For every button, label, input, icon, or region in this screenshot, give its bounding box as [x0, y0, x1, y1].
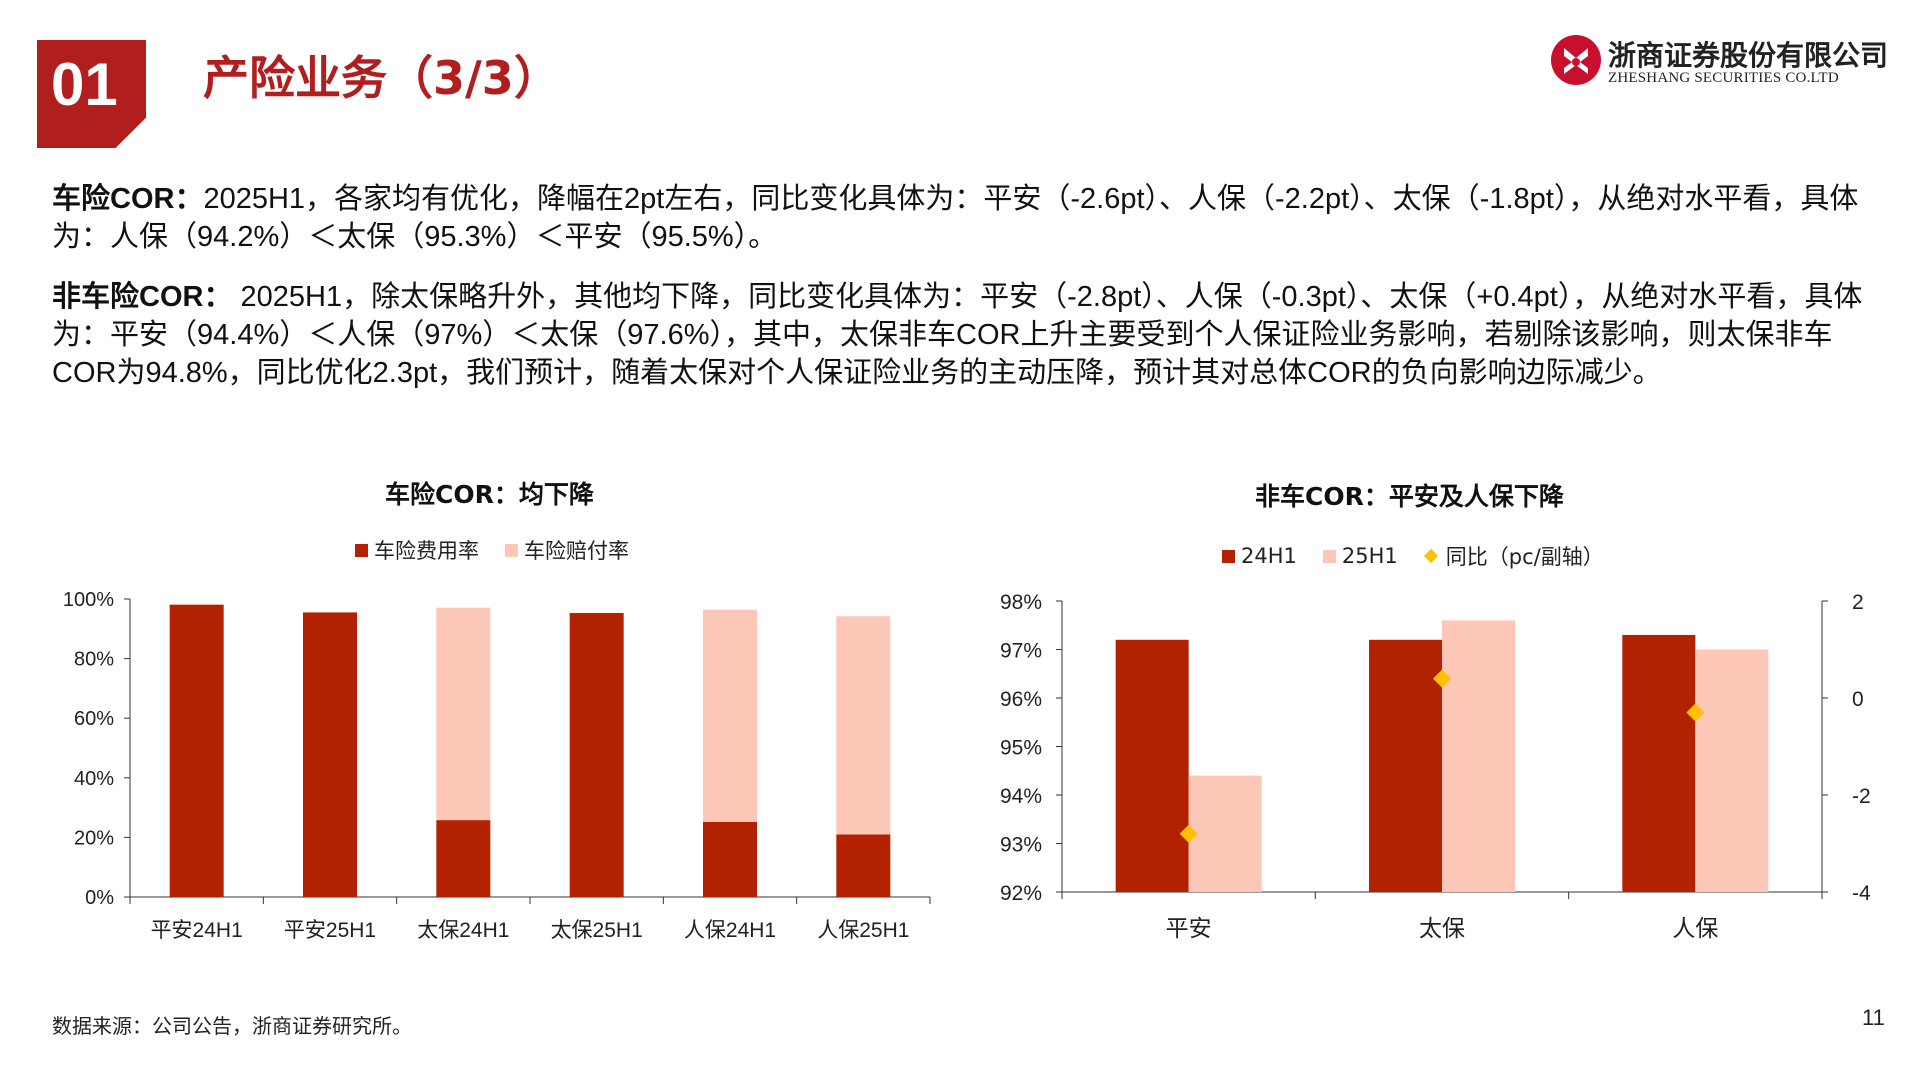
y-tick-label: 100% — [63, 589, 114, 611]
bar — [169, 604, 224, 897]
bar — [1442, 620, 1515, 892]
bar — [703, 821, 757, 897]
legend-label: 25H1 — [1341, 544, 1398, 568]
y-tick-label: 94% — [1000, 785, 1042, 808]
x-tick-label: 平安25H1 — [284, 919, 376, 942]
page-title: 产险业务（3/3） — [203, 51, 560, 105]
bar — [436, 820, 491, 897]
y-tick-label: 93% — [1000, 834, 1042, 857]
legend-swatch — [1322, 549, 1336, 563]
chart1-title: 车险COR：均下降 — [385, 480, 594, 509]
legend-item: 24H1 — [1222, 544, 1297, 568]
y-tick-label: 20% — [74, 827, 114, 849]
logo-name-cn: 浙商证券股份有限公司 — [1608, 39, 1889, 72]
y2-tick-label: 2 — [1852, 591, 1864, 614]
bar — [436, 607, 491, 821]
paragraph-label: 非车险COR： — [52, 281, 233, 313]
y2-tick-label: 0 — [1852, 688, 1864, 711]
legend-item: 车险费用率 — [355, 535, 479, 565]
x-tick-label: 人保24H1 — [684, 919, 776, 942]
legend-label: 车险费用率 — [374, 539, 479, 563]
chart2-title: 非车COR：平安及人保下降 — [1255, 482, 1564, 511]
y-tick-label: 97% — [1000, 640, 1042, 663]
scatter-point — [1686, 703, 1705, 722]
y-tick-label: 0% — [85, 887, 114, 909]
legend-diamond-icon — [1423, 548, 1438, 564]
legend-label: 24H1 — [1241, 544, 1297, 568]
x-tick-label: 太保 — [1419, 915, 1465, 941]
scatter-point — [1179, 824, 1198, 843]
legend-label: 车险赔付率 — [524, 539, 629, 563]
bar — [1695, 649, 1769, 892]
x-tick-label: 太保24H1 — [417, 919, 509, 942]
x-tick-label: 太保25H1 — [551, 919, 643, 942]
y-tick-label: 95% — [1000, 737, 1042, 760]
legend-label: 同比（pc/副轴） — [1445, 545, 1604, 569]
legend-swatch — [1222, 549, 1235, 563]
paragraph-auto-cor: 车险COR：2025H1，各家均有优化，降幅在2pt左右，同比变化具体为：平安（… — [52, 180, 1872, 256]
bar — [703, 609, 757, 822]
legend-item: 同比（pc/副轴） — [1423, 541, 1604, 571]
bar — [1369, 639, 1442, 892]
bar — [1188, 775, 1262, 892]
bar — [1115, 639, 1189, 892]
logo-name-en: ZHESHANG SECURITIES CO.LTD — [1608, 70, 1839, 86]
y2-tick-label: -2 — [1852, 785, 1871, 808]
legend-swatch — [355, 543, 368, 557]
x-tick-label: 平安 — [1166, 915, 1212, 941]
x-tick-label: 平安24H1 — [151, 919, 243, 942]
scatter-point — [1433, 669, 1451, 688]
y2-tick-label: -4 — [1852, 882, 1871, 905]
y-tick-label: 60% — [74, 708, 114, 730]
paragraph-text: 2025H1，除太保略升外，其他均下降，同比变化具体为：平安（-2.8pt）、人… — [52, 281, 1863, 389]
section-badge: 01 — [37, 40, 146, 148]
paragraph-nonauto-cor: 非车险COR： 2025H1，除太保略升外，其他均下降，同比变化具体为：平安（-… — [52, 278, 1872, 392]
y-tick-label: 96% — [1000, 688, 1042, 711]
bar — [569, 613, 624, 897]
bar — [1622, 634, 1696, 892]
chart1-legend: 车险费用率 车险赔付率 — [355, 535, 655, 565]
paragraph-label: 车险COR： — [52, 183, 204, 215]
y-tick-label: 92% — [1000, 882, 1042, 905]
paragraph-text: 2025H1，各家均有优化，降幅在2pt左右，同比变化具体为：平安（-2.6pt… — [52, 183, 1859, 253]
y-tick-label: 80% — [74, 649, 114, 671]
x-tick-label: 人保25H1 — [817, 919, 909, 942]
bar — [836, 616, 891, 835]
x-tick-label: 人保 — [1672, 915, 1718, 941]
company-logo: 浙商证券股份有限公司 ZHESHANG SECURITIES CO.LTD — [1550, 34, 1890, 92]
legend-item: 车险赔付率 — [505, 535, 629, 565]
page-number: 11 — [1862, 1005, 1885, 1030]
data-source-note: 数据来源：公司公告，浙商证券研究所。 — [52, 1014, 412, 1038]
zheshang-logo-icon — [1551, 35, 1601, 85]
legend-item: 25H1 — [1322, 544, 1398, 568]
chart2-legend: 24H1 25H1 同比（pc/副轴） — [1222, 541, 1630, 571]
legend-swatch — [505, 543, 518, 557]
section-number: 01 — [51, 51, 118, 118]
y-tick-label: 40% — [74, 768, 114, 790]
bar — [303, 612, 357, 897]
bar — [836, 834, 891, 897]
y-tick-label: 98% — [1000, 591, 1042, 614]
